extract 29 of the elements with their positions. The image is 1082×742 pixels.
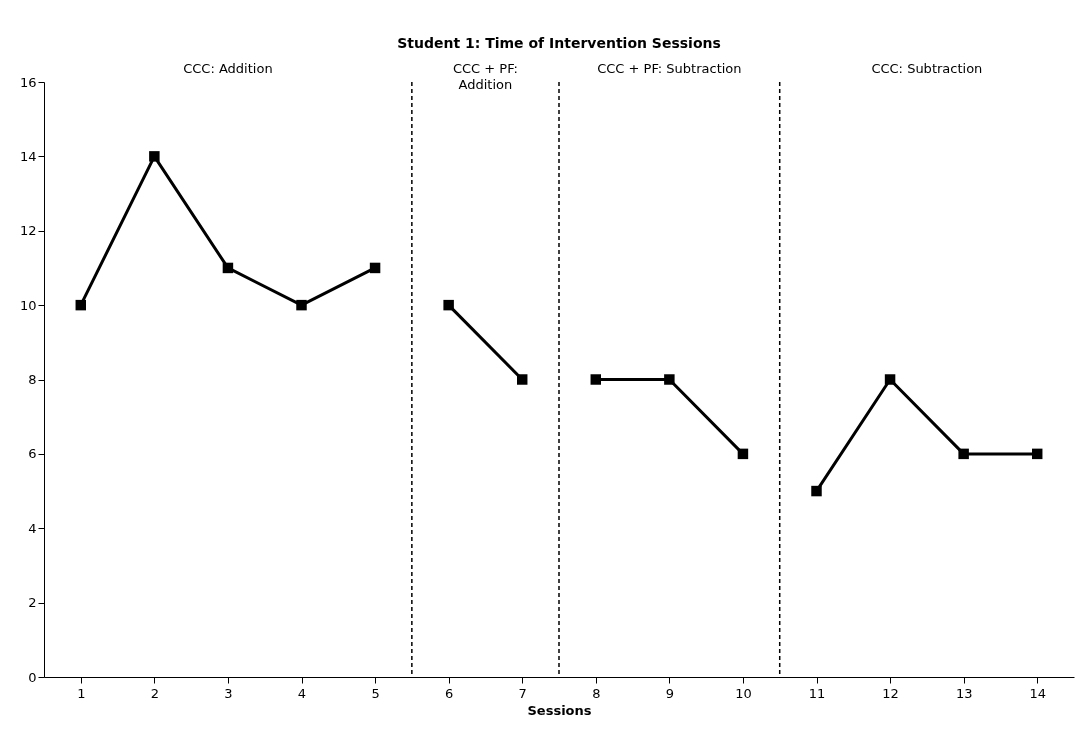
x-axis-title: Sessions: [527, 702, 592, 718]
text: CCC + PF: Subtraction: [597, 61, 742, 76]
x-tick-label: 9: [665, 685, 674, 701]
x-tick-label: 1: [77, 685, 86, 701]
y-tick-label: 12: [19, 223, 37, 239]
y-tick-label: 0: [28, 669, 37, 685]
y-tick-label: 8: [28, 372, 37, 387]
text: CCC: Subtraction: [871, 61, 983, 76]
annotation: CCC + PF: Addition: [452, 61, 518, 92]
x-tick-label: 11: [808, 685, 826, 701]
x-tick-label: 5: [371, 685, 380, 701]
x-tick-label: 14: [1029, 685, 1046, 701]
y-tick-label: 2: [28, 595, 37, 611]
y-tick-label: 6: [28, 446, 37, 462]
y-tick-label: 4: [28, 520, 37, 536]
x-tick-label: 4: [297, 685, 307, 701]
x-tick-label: 12: [882, 685, 899, 701]
x-tick-label: 8: [592, 685, 601, 701]
x-tick-label: 13: [955, 685, 973, 701]
x-tick-label: 10: [735, 685, 752, 701]
text: CCC: Addition: [183, 61, 273, 76]
x-tick-label: 2: [150, 685, 159, 701]
y-tick-label: 14: [19, 148, 37, 164]
x-tick-label: 7: [518, 685, 527, 701]
chart-title: Student 1: Time of Intervention Sessions: [397, 35, 721, 51]
y-tick-label: 16: [19, 74, 37, 90]
y-tick-label: 10: [19, 297, 37, 313]
x-tick-label: 6: [445, 685, 454, 701]
x-tick-label: 3: [224, 685, 233, 701]
